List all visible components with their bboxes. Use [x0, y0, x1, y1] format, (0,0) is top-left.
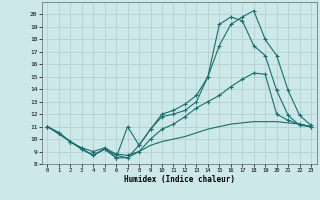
- X-axis label: Humidex (Indice chaleur): Humidex (Indice chaleur): [124, 175, 235, 184]
